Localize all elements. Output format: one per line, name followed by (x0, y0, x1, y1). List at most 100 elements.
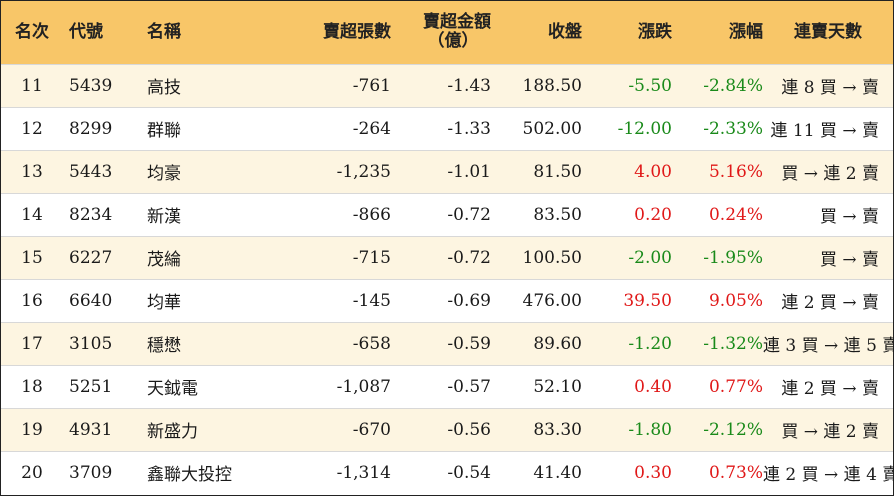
cell-streak: 連 8 買 → 賣 (781, 78, 879, 98)
header-net-sell-lots[interactable]: 賣超張數 (323, 21, 391, 42)
cell-change: 4.00 (634, 161, 672, 182)
cell-code: 6640 (69, 290, 113, 311)
cell-rank: 12 (21, 118, 43, 139)
cell-close: 188.50 (522, 75, 582, 96)
table-row[interactable]: 20 3709 鑫聯大投控 -1,314 -0.54 41.40 0.30 0.73% 連 2 … (1, 451, 894, 494)
cell-net-sell-lots: -658 (352, 333, 391, 354)
cell-net-sell-lots: -145 (352, 290, 391, 311)
cell-code: 5439 (69, 75, 113, 96)
cell-streak: 連 2 買 → 賣 (781, 293, 879, 313)
cell-stock-name: 穩懋 (147, 336, 181, 356)
header-change-pct[interactable]: 漲幅 (729, 21, 763, 42)
cell-rank: 11 (21, 75, 43, 96)
header-row: 名次 代號 名稱 賣超張數 賣超金額 （億） 收盤 漲跌 漲幅 連賣天數 (1, 1, 893, 64)
cell-stock-name: 均豪 (147, 164, 181, 184)
cell-net-sell-lots: -1,314 (336, 462, 391, 483)
cell-rank: 13 (21, 161, 43, 182)
table-row[interactable]: 16 6640 均華 -145 -0.69 476.00 39.50 9.05% 連 2 買 →… (1, 279, 893, 322)
cell-code: 3709 (69, 462, 113, 483)
cell-change: -5.50 (628, 75, 672, 96)
cell-streak: 買 → 賣 (819, 207, 879, 227)
cell-streak: 買 → 賣 (819, 250, 879, 270)
cell-code: 8299 (69, 118, 113, 139)
cell-change: -12.00 (617, 118, 672, 139)
cell-stock-name: 均華 (147, 293, 181, 313)
cell-code: 3105 (69, 333, 113, 354)
cell-close: 83.30 (533, 419, 582, 440)
cell-close: 502.00 (522, 118, 582, 139)
cell-rank: 19 (21, 419, 43, 440)
cell-streak: 連 11 買 → 賣 (770, 121, 880, 141)
cell-rank: 14 (21, 204, 43, 225)
cell-rank: 15 (21, 247, 43, 268)
cell-rank: 17 (21, 333, 43, 354)
cell-change-pct: -2.33% (703, 118, 763, 139)
header-streak[interactable]: 連賣天數 (794, 21, 862, 42)
cell-code: 6227 (69, 247, 113, 268)
table-row[interactable]: 18 5251 天鉞電 -1,087 -0.57 52.10 0.40 0.77% 連 2 買 … (1, 365, 893, 408)
cell-rank: 20 (21, 462, 43, 483)
cell-streak: 連 3 買 → 連 5 賣 (763, 336, 894, 356)
cell-change: -1.80 (628, 419, 672, 440)
cell-change: 0.30 (634, 462, 672, 483)
header-close[interactable]: 收盤 (548, 21, 582, 42)
cell-streak: 買 → 連 2 賣 (781, 422, 879, 442)
table-row[interactable]: 19 4931 新盛力 -670 -0.56 83.30 -1.80 -2.12% 買 → 連 … (1, 408, 893, 451)
table-row[interactable]: 15 6227 茂綸 -715 -0.72 100.50 -2.00 -1.95% 買 → 賣 (1, 236, 893, 279)
cell-code: 4931 (69, 419, 113, 440)
cell-close: 81.50 (533, 161, 582, 182)
cell-change-pct: 9.05% (708, 290, 763, 311)
cell-code: 5251 (69, 376, 113, 397)
table-header: 名次 代號 名稱 賣超張數 賣超金額 （億） 收盤 漲跌 漲幅 連賣天數 (1, 1, 893, 64)
cell-stock-name: 新盛力 (147, 422, 198, 442)
cell-change: 0.20 (634, 204, 672, 225)
cell-streak: 買 → 連 2 賣 (781, 164, 879, 184)
cell-change-pct: 0.77% (708, 376, 763, 397)
table-row[interactable]: 12 8299 群聯 -264 -1.33 502.00 -12.00 -2.33% 連 11 … (1, 107, 893, 150)
cell-net-sell-amount: -0.72 (447, 247, 491, 268)
cell-stock-name: 茂綸 (147, 250, 181, 270)
cell-code: 8234 (69, 204, 113, 225)
cell-change-pct: 0.24% (708, 204, 763, 225)
cell-stock-name: 鑫聯大投控 (147, 465, 232, 486)
cell-net-sell-lots: -670 (352, 419, 391, 440)
table-row[interactable]: 11 5439 高技 -761 -1.43 188.50 -5.50 -2.84% 連 8 買 … (1, 64, 893, 107)
cell-net-sell-lots: -761 (352, 75, 391, 96)
cell-streak: 連 2 買 → 連 4 賣 (763, 465, 894, 486)
cell-net-sell-amount: -0.56 (447, 419, 491, 440)
cell-stock-name: 新漢 (147, 207, 181, 227)
cell-rank: 18 (21, 376, 43, 397)
cell-stock-name: 群聯 (147, 121, 181, 141)
cell-close: 100.50 (522, 247, 582, 268)
table-row[interactable]: 14 8234 新漢 -866 -0.72 83.50 0.20 0.24% 買 → 賣 (1, 193, 893, 236)
cell-change: 39.50 (623, 290, 672, 311)
cell-close: 476.00 (522, 290, 582, 311)
table-row[interactable]: 13 5443 均豪 -1,235 -1.01 81.50 4.00 5.16% 買 → 連 2… (1, 150, 893, 193)
cell-change-pct: -1.95% (703, 247, 763, 268)
cell-change-pct: 0.73% (708, 462, 763, 483)
header-change[interactable]: 漲跌 (638, 21, 672, 42)
cell-net-sell-amount: -1.01 (447, 161, 491, 182)
cell-net-sell-lots: -1,235 (336, 161, 391, 182)
cell-close: 41.40 (533, 462, 582, 483)
cell-net-sell-lots: -264 (352, 118, 391, 139)
header-net-sell-amount[interactable]: 賣超金額 （億） (391, 1, 491, 64)
header-name[interactable]: 名稱 (147, 21, 181, 42)
cell-net-sell-amount: -0.72 (447, 204, 491, 225)
cell-net-sell-amount: -1.33 (447, 118, 491, 139)
table-row[interactable]: 17 3105 穩懋 -658 -0.59 89.60 -1.20 -1.32% 連 3 買 →… (1, 322, 894, 365)
header-rank[interactable]: 名次 (15, 21, 49, 42)
cell-change: -2.00 (628, 247, 672, 268)
cell-stock-name: 天鉞電 (147, 379, 198, 399)
cell-net-sell-amount: -0.54 (447, 462, 491, 483)
cell-code: 5443 (69, 161, 113, 182)
cell-change-pct: 5.16% (708, 161, 763, 182)
cell-change: -1.20 (628, 333, 672, 354)
cell-net-sell-lots: -1,087 (336, 376, 391, 397)
cell-net-sell-amount: -1.43 (447, 75, 491, 96)
cell-net-sell-amount: -0.57 (447, 376, 491, 397)
cell-net-sell-lots: -866 (352, 204, 391, 225)
header-code[interactable]: 代號 (69, 21, 103, 42)
